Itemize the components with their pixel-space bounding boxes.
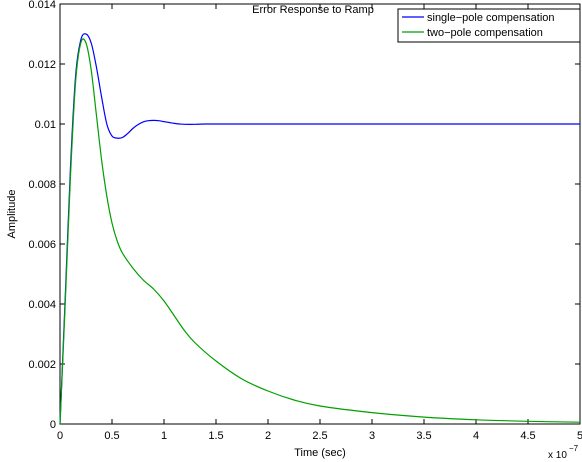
- plot-area: [59, 3, 581, 425]
- legend-label-two-pole: two−pole compensation: [427, 27, 543, 39]
- y-axis-label: Amplitude: [6, 190, 18, 239]
- y-axis-ticks: 0 0.002 0.004 0.006 0.008 0.01 0.012 0.014: [28, 0, 580, 431]
- legend-box: [397, 8, 581, 43]
- chart-title: Error Response to Ramp: [252, 4, 374, 16]
- x-axis-ticks: 0 0.5 1 1.5 2 2.5 3 3.5 4 4.5 5: [57, 4, 582, 442]
- y-tick-label: 0.008: [28, 179, 56, 191]
- y-tick-label: 0.004: [28, 299, 56, 311]
- x-axis-label: Time (sec): [294, 447, 346, 459]
- x-tick-label: 3: [369, 430, 375, 442]
- y-tick-label: 0.014: [28, 0, 56, 11]
- x-multiplier-label: x 10: [548, 450, 567, 461]
- x-tick-label: 4.5: [520, 430, 535, 442]
- series-layer: [59, 33, 581, 425]
- y-tick-label: 0.012: [28, 59, 56, 71]
- x-tick-label: 4: [473, 430, 479, 442]
- y-tick-label: 0: [50, 419, 56, 431]
- x-tick-label: 2.5: [312, 430, 327, 442]
- x-tick-label: 0.5: [104, 430, 119, 442]
- x-tick-label: 2: [265, 430, 271, 442]
- x-tick-label: 5: [577, 430, 582, 442]
- legend: single−pole compensation two−pole compen…: [397, 8, 581, 43]
- x-multiplier-exponent: −7: [569, 444, 579, 453]
- y-tick-label: 0.01: [35, 119, 56, 131]
- x-tick-label: 1: [161, 430, 167, 442]
- x-tick-label: 1.5: [208, 430, 223, 442]
- single-pole-series-line: [59, 33, 580, 425]
- x-tick-label: 3.5: [416, 430, 431, 442]
- two-pole-series-line: [59, 38, 581, 425]
- y-tick-label: 0.002: [28, 359, 56, 371]
- x-tick-label: 0: [57, 430, 63, 442]
- legend-label-single-pole: single−pole compensation: [427, 12, 555, 24]
- y-tick-label: 0.006: [28, 239, 56, 251]
